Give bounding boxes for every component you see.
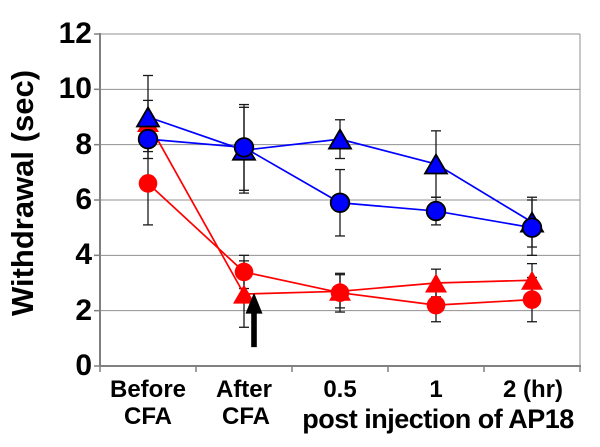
red-triangle-point-1 xyxy=(233,284,255,304)
x-tick-label-before-cfa-line2: CFA xyxy=(124,403,172,430)
x-tick-label-before: Before xyxy=(109,376,187,403)
blue-circle-point-1 xyxy=(233,137,255,158)
red-circle-point-4 xyxy=(522,290,542,309)
blue-circle-point-4 xyxy=(521,217,543,238)
x-axis-caption: post injection of AP18 xyxy=(302,404,574,434)
x-tick-label-after-cfa-line2: CFA xyxy=(222,403,270,430)
blue-circle-point-3 xyxy=(425,200,447,222)
red-circle-point-2 xyxy=(330,283,350,302)
red-circle-point-1 xyxy=(234,262,254,282)
y-tick-label-0: 0 xyxy=(75,349,92,382)
y-tick-label-2: 2 xyxy=(75,294,92,327)
y-tick-label-4: 4 xyxy=(75,238,92,271)
y-tick-label-6: 6 xyxy=(75,183,92,216)
blue-triangle-point-3 xyxy=(423,152,449,175)
red-circle-point-3 xyxy=(426,295,446,315)
x-tick-label-after: After xyxy=(215,376,272,403)
y-tick-label-8: 8 xyxy=(75,128,92,161)
blue-triangle-point-0 xyxy=(135,105,161,128)
red-triangle-point-4 xyxy=(521,270,543,290)
x-tick-label-1hr: 1 xyxy=(429,376,443,403)
blue-circle-point-0 xyxy=(137,128,159,150)
y-tick-label-12: 12 xyxy=(58,17,92,50)
red-circle-point-0 xyxy=(138,174,158,193)
up-arrow-annotation xyxy=(245,292,263,348)
y-tick-label-10: 10 xyxy=(58,72,92,105)
blue-circle-point-2 xyxy=(329,192,351,213)
x-tick-label-0-5hr: 0.5 xyxy=(323,376,357,403)
red-triangle-point-3 xyxy=(425,273,447,293)
blue-triangle-point-2 xyxy=(327,127,353,150)
x-tick-label-2hr: 2 (hr) xyxy=(503,376,563,403)
